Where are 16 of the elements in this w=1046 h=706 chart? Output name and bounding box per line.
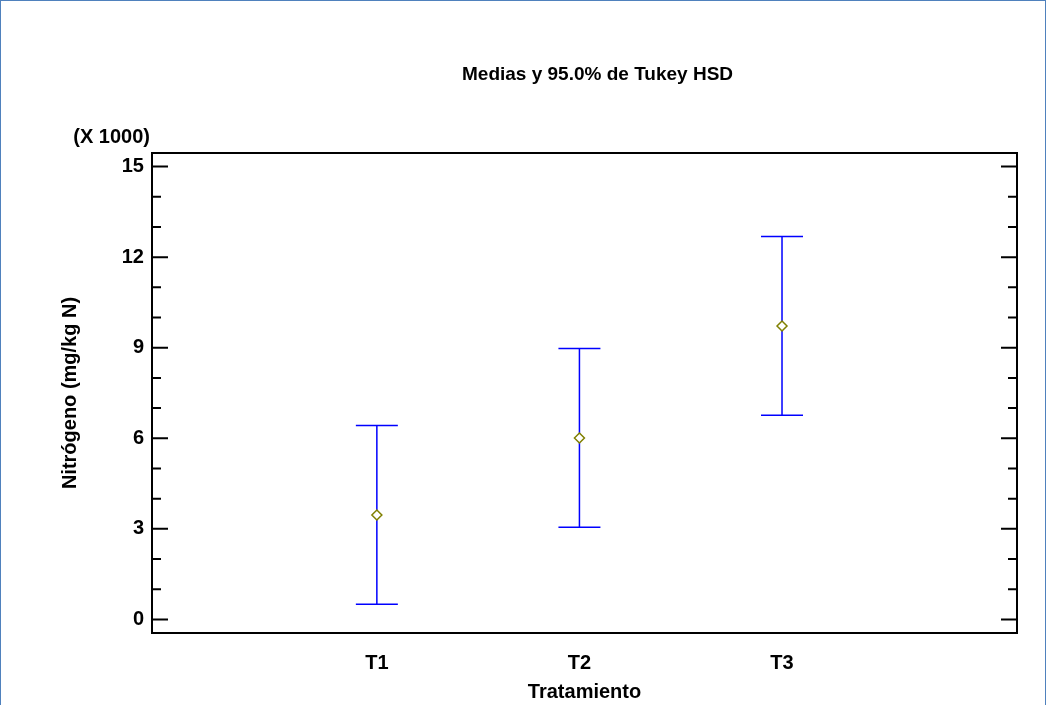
x-tick-label: T2: [567, 650, 592, 673]
x-tick-label: T3: [770, 650, 794, 673]
point: [776, 320, 788, 332]
point: [573, 432, 586, 444]
y-tick-label: 9: [132, 335, 144, 358]
x-axis-title: Tratamiento: [527, 679, 642, 702]
y-tick-label: 15: [121, 154, 144, 177]
y-tick-label: 12: [121, 244, 144, 267]
point: [371, 509, 383, 521]
x-tick-label: T1: [365, 650, 389, 673]
text: (X 1000): [73, 124, 150, 147]
y-axis-title: Nitrógeno (mg/kg N): [57, 296, 80, 490]
y-tick-label: 3: [132, 516, 144, 539]
y-tick-label: 6: [132, 425, 144, 448]
y-tick-label: 0: [132, 606, 144, 629]
chart-title: Medias y 95.0% de Tukey HSD: [461, 63, 734, 85]
